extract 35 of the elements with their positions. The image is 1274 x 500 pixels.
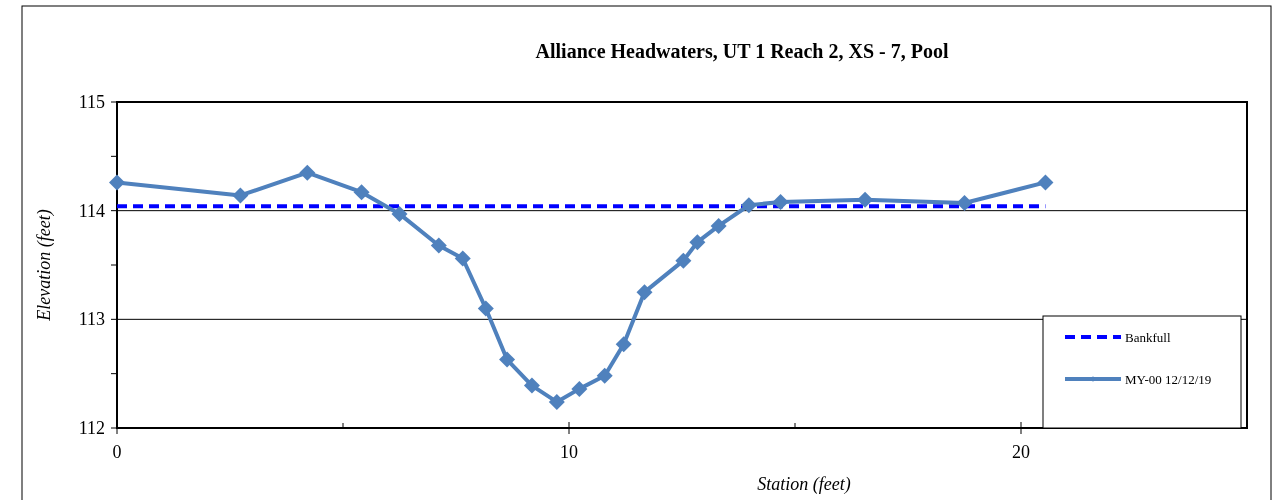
point bbox=[477, 300, 494, 317]
point bbox=[689, 234, 706, 251]
point bbox=[772, 193, 789, 210]
point bbox=[956, 195, 973, 212]
point bbox=[857, 191, 874, 208]
point bbox=[675, 252, 692, 269]
point bbox=[232, 187, 249, 204]
point bbox=[299, 164, 316, 181]
point bbox=[109, 174, 125, 191]
point bbox=[548, 393, 565, 410]
point bbox=[571, 380, 588, 397]
point bbox=[430, 237, 447, 254]
point bbox=[1037, 174, 1054, 191]
point bbox=[636, 284, 653, 301]
y-tick-label: 113 bbox=[78, 309, 105, 330]
point bbox=[740, 197, 757, 214]
y-tick-label: 112 bbox=[78, 418, 105, 438]
x-tick-label: 20 bbox=[1012, 442, 1030, 462]
x-tick-label: 10 bbox=[560, 442, 578, 462]
x-axis-title: Station (feet) bbox=[757, 474, 851, 495]
x-tick-label: 0 bbox=[112, 442, 122, 462]
legend-label: Bankfull bbox=[1125, 330, 1171, 345]
y-tick-label: 115 bbox=[78, 92, 105, 112]
y-tick-label: 114 bbox=[78, 200, 105, 221]
point bbox=[499, 351, 516, 368]
legend-label: MY-00 12/12/19 bbox=[1125, 372, 1212, 387]
point bbox=[710, 217, 727, 234]
point bbox=[615, 336, 632, 353]
point bbox=[596, 367, 613, 384]
point bbox=[523, 377, 540, 394]
y-axis-title: Elevation (feet) bbox=[34, 209, 55, 322]
point bbox=[454, 250, 471, 267]
chart-title: Alliance Headwaters, UT 1 Reach 2, XS - 7, Pool bbox=[535, 40, 949, 62]
point bbox=[353, 184, 370, 201]
point bbox=[391, 205, 408, 222]
